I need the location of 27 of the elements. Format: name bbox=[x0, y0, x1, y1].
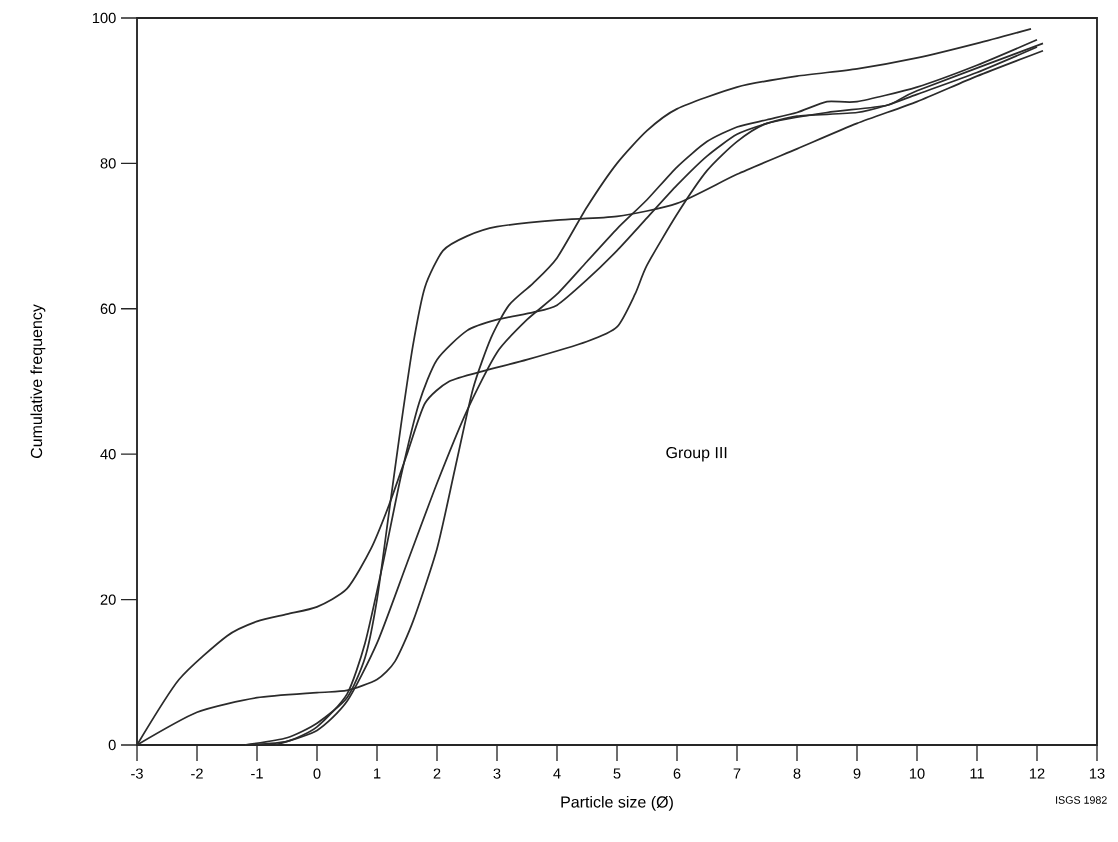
y-tick-label: 0 bbox=[108, 739, 116, 751]
x-tick-label: 9 bbox=[853, 768, 861, 779]
x-tick-label: 11 bbox=[970, 768, 984, 779]
y-axis-title: Cumulative frequency bbox=[30, 304, 46, 459]
y-tick-label: 60 bbox=[100, 303, 116, 314]
x-tick-label: 10 bbox=[909, 768, 925, 779]
x-tick-label: 0 bbox=[313, 768, 321, 779]
y-tick-label: 40 bbox=[100, 449, 116, 460]
x-tick-label: 6 bbox=[673, 768, 681, 779]
x-tick-label: 12 bbox=[1029, 768, 1045, 779]
x-tick-label: 7 bbox=[733, 768, 741, 779]
x-tick-label: -3 bbox=[131, 768, 143, 779]
x-tick-label: -1 bbox=[251, 768, 263, 779]
x-tick-label: 2 bbox=[433, 768, 441, 779]
x-tick-label: 1 bbox=[374, 768, 381, 779]
x-tick-label: 8 bbox=[793, 768, 801, 779]
x-tick-label: 5 bbox=[613, 768, 621, 779]
text: ISGS 1982 bbox=[1056, 796, 1107, 804]
y-tick-label: 80 bbox=[100, 158, 116, 169]
x-tick-label: 3 bbox=[493, 768, 501, 779]
x-tick-label: 4 bbox=[553, 768, 561, 779]
y-tick-label: 100 bbox=[92, 12, 116, 24]
annotation: Group III bbox=[666, 446, 727, 462]
x-axis-title: Particle size (Ø) bbox=[561, 795, 673, 811]
y-tick-label: 20 bbox=[100, 594, 116, 605]
x-tick-label: -2 bbox=[191, 768, 203, 779]
x-tick-label: 13 bbox=[1089, 768, 1105, 779]
